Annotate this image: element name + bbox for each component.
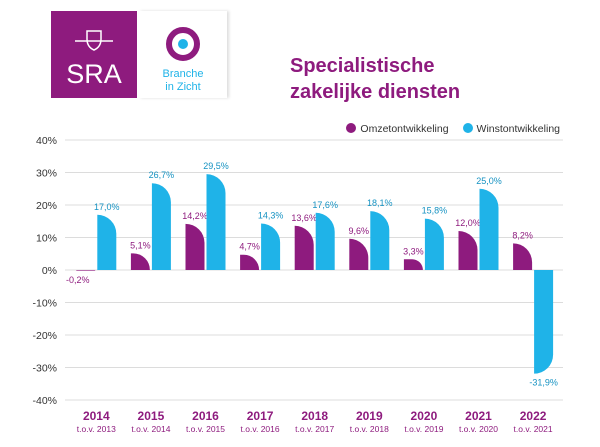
x-subtick-label: t.o.v. 2014 [131, 424, 170, 434]
legend-winst: Winstontwikkeling [462, 123, 560, 135]
bar-winst [151, 183, 171, 270]
bar-omzet [185, 223, 205, 270]
y-tick-label: -10% [32, 298, 57, 310]
bar-omzet [349, 238, 369, 270]
data-label: -31,9% [529, 378, 558, 388]
data-label: 13,6% [291, 213, 317, 223]
shield-icon [75, 30, 113, 51]
x-tick-label: 2021 [465, 409, 492, 423]
y-tick-label: 40% [36, 135, 57, 147]
y-tick-label: -20% [32, 330, 57, 342]
x-subtick-label: t.o.v. 2019 [404, 424, 443, 434]
data-label: 9,6% [349, 226, 370, 236]
bar-winst [261, 223, 281, 270]
x-subtick-label: t.o.v. 2020 [459, 424, 498, 434]
bar-omzet [294, 225, 314, 270]
bar-winst [424, 218, 444, 270]
bar-winst [534, 270, 554, 374]
data-label: 14,2% [182, 211, 208, 221]
logo-line-2: in Zicht [165, 81, 201, 93]
bar-winst [479, 188, 499, 270]
sra-logo: SRA [51, 11, 137, 98]
x-subtick-label: t.o.v. 2021 [514, 424, 553, 434]
data-label: 12,0% [455, 218, 481, 228]
x-subtick-label: t.o.v. 2016 [241, 424, 280, 434]
bar-omzet [76, 270, 96, 271]
sra-logo-text: SRA [66, 59, 122, 89]
title-line-2: zakelijke diensten [290, 81, 461, 103]
x-tick-label: 2019 [356, 409, 383, 423]
x-tick-label: 2020 [411, 409, 438, 423]
x-subtick-label: t.o.v. 2013 [77, 424, 116, 434]
bar-omzet [130, 253, 150, 270]
data-label: 5,1% [130, 240, 151, 250]
logo-line-1: Branche [162, 68, 204, 80]
x-tick-label: 2016 [192, 409, 219, 423]
data-label: 25,0% [476, 176, 502, 186]
data-label: 17,6% [312, 200, 338, 210]
data-label: 26,7% [149, 170, 175, 180]
data-label: 15,8% [422, 206, 448, 216]
x-tick-label: 2022 [520, 409, 547, 423]
data-label: 4,7% [239, 242, 260, 252]
data-label: 3,3% [403, 246, 424, 256]
bar-omzet [240, 254, 260, 270]
data-label: -0,2% [66, 275, 90, 285]
x-subtick-label: t.o.v. 2015 [186, 424, 225, 434]
data-label: 14,3% [258, 211, 284, 221]
target-icon [166, 27, 200, 61]
bar-winst [370, 211, 390, 270]
data-label: 18,1% [367, 198, 393, 208]
x-tick-label: 2015 [138, 409, 165, 423]
x-tick-label: 2017 [247, 409, 274, 423]
bar-omzet [513, 243, 533, 270]
bar-winst [206, 174, 226, 270]
bar-omzet [458, 231, 478, 270]
y-tick-label: -30% [32, 363, 57, 375]
legend: Omzetontwikkeling Winstontwikkeling [346, 123, 560, 135]
y-tick-label: 0% [42, 265, 57, 277]
title-line-1: Specialistische [290, 55, 435, 77]
y-tick-label: -40% [32, 395, 57, 407]
legend-omzet: Omzetontwikkeling [346, 123, 449, 135]
branche-in-zicht-logo: Branche in Zicht [139, 11, 227, 98]
x-subtick-label: t.o.v. 2018 [350, 424, 389, 434]
x-tick-label: 2018 [301, 409, 328, 423]
data-label: 17,0% [94, 202, 120, 212]
x-subtick-label: t.o.v. 2017 [295, 424, 334, 434]
data-label: 8,2% [512, 230, 533, 240]
bar-winst [315, 212, 335, 270]
bar-winst [97, 214, 117, 270]
y-tick-label: 30% [36, 168, 57, 180]
chart-title: Specialistische zakelijke diensten [290, 53, 460, 105]
y-tick-label: 10% [36, 233, 57, 245]
y-tick-label: 20% [36, 200, 57, 212]
x-tick-label: 2014 [83, 409, 110, 423]
bar-omzet [403, 259, 423, 270]
data-label: 29,5% [203, 161, 229, 171]
